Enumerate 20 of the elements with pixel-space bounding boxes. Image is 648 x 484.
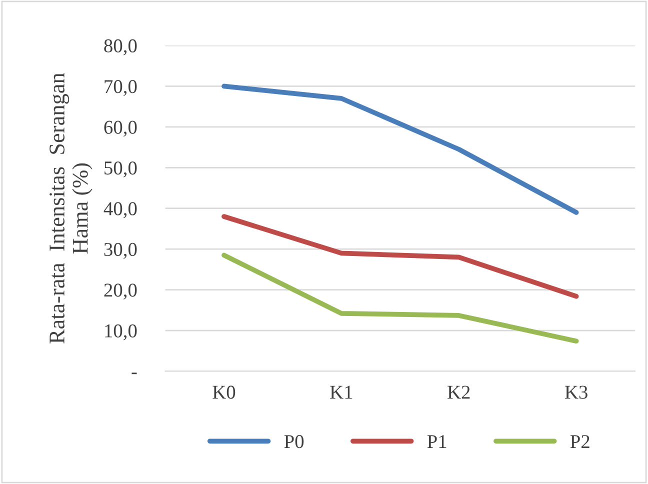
legend-label: P2 [570, 435, 590, 448]
y-tick-label: - [132, 372, 137, 374]
x-tick-label: K0 [212, 386, 236, 399]
x-tick-label: K2 [448, 386, 470, 399]
legend-label: P0 [284, 435, 304, 448]
line-series [222, 214, 579, 299]
legend-label: P1 [427, 435, 446, 448]
y-axis-title: Rata-rata Intensitas Serangan Hama (%) [50, 72, 92, 344]
y-tick-label: 20,0 [104, 284, 137, 300]
y-tick-label: 70,0 [104, 80, 137, 96]
line-series [222, 84, 579, 215]
y-tick-label: 80,0 [104, 39, 137, 56]
y-tick-label: 40,0 [104, 202, 137, 218]
x-tick-label: K1 [330, 386, 352, 399]
line-series [222, 252, 579, 344]
y-tick-label: 60,0 [104, 120, 137, 137]
y-tick-label: 50,0 [104, 161, 137, 178]
x-tick-label: K3 [564, 386, 588, 399]
y-tick-label: 10,0 [105, 324, 137, 340]
y-tick-label: 30,0 [104, 242, 137, 259]
